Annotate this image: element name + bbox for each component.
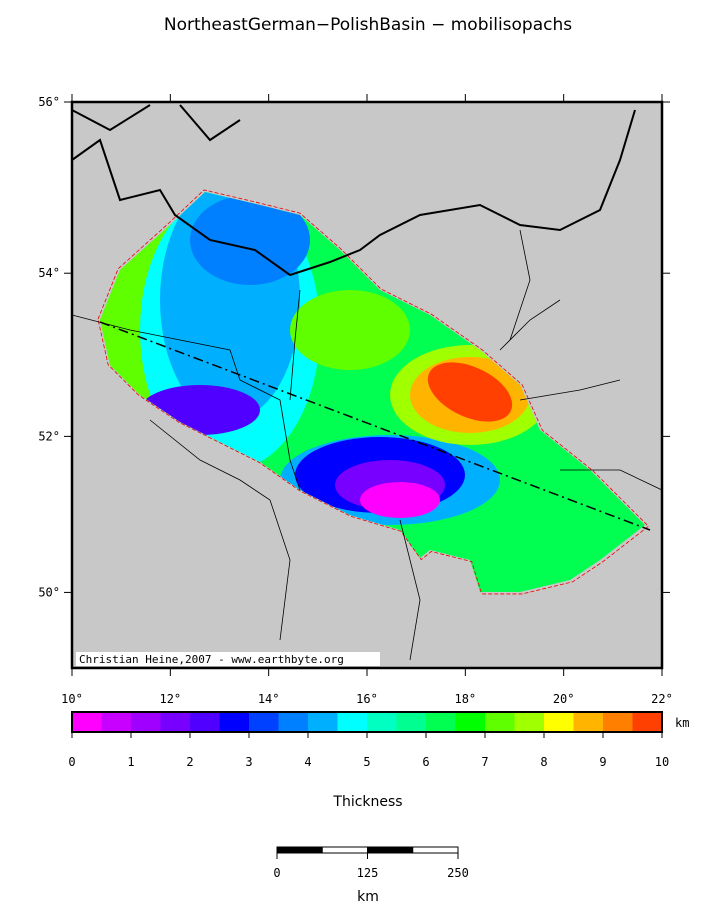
color-swatch <box>101 712 132 732</box>
x-tick-label: 16° <box>356 692 378 706</box>
color-swatch <box>160 712 191 732</box>
scalebar-segment <box>321 846 368 854</box>
x-tick-label: 20° <box>553 692 575 706</box>
map-frame: Christian Heine,2007 - www.earthbyte.org <box>70 100 664 670</box>
scalebar: 0 125 250 <box>273 846 469 880</box>
y-tick-label: 52° <box>38 429 60 443</box>
colorbar-tick-label: 0 <box>68 755 75 769</box>
y-tick-label: 50° <box>38 585 60 599</box>
colorbar-tick-label: 6 <box>422 755 429 769</box>
colorbar-tick-label: 10 <box>655 755 669 769</box>
colorbar-unit: km <box>675 716 689 730</box>
section-line <box>99 321 651 531</box>
color-swatch <box>544 712 574 732</box>
color-swatch <box>249 712 279 732</box>
color-swatch <box>219 712 250 732</box>
y-tick-label: 56° <box>38 95 60 109</box>
color-swatch <box>632 712 663 732</box>
colorbar-tick-label: 4 <box>304 755 311 769</box>
color-swatch <box>485 712 515 732</box>
credit-box <box>76 652 380 666</box>
color-swatch <box>367 712 397 732</box>
basin-outline <box>97 189 650 595</box>
credit: Christian Heine,2007 - www.earthbyte.org <box>79 653 344 666</box>
scalebar-unit: km <box>357 889 379 905</box>
colorbar-tick-label: 3 <box>245 755 252 769</box>
colorbar-tick-label: 7 <box>481 755 488 769</box>
color-swatch <box>190 712 220 732</box>
colorbar-tick-label: 1 <box>127 755 134 769</box>
borders <box>71 229 663 661</box>
color-swatch <box>337 712 368 732</box>
colorbar-tick-label: 9 <box>599 755 606 769</box>
color-swatch <box>278 712 309 732</box>
color-swatch <box>514 712 545 732</box>
colorbar-tick-label: 8 <box>540 755 547 769</box>
color-swatch <box>396 712 427 732</box>
color-swatch <box>426 712 456 732</box>
x-tick-label: 12° <box>159 692 181 706</box>
x-tick-label: 10° <box>61 692 83 706</box>
scalebar-tick-label: 250 <box>447 866 469 880</box>
scalebar-segment <box>367 846 414 854</box>
color-swatch <box>573 712 604 732</box>
color-swatch <box>455 712 486 732</box>
x-tick-label: 14° <box>258 692 280 706</box>
title: NortheastGerman−PolishBasin − mobilisopa… <box>164 15 572 35</box>
coastline <box>71 104 636 277</box>
scalebar-tick-label: 125 <box>357 866 379 880</box>
scalebar-tick-label: 0 <box>273 866 280 880</box>
x-tick-label: 22° <box>651 692 673 706</box>
scalebar-segment <box>276 846 323 854</box>
color-swatch <box>72 712 102 732</box>
scalebar-segment <box>412 846 459 854</box>
colorbar: 0 1 2 3 4 5 6 7 8 9 10 <box>68 711 669 769</box>
color-swatch <box>308 712 338 732</box>
colorbar-label: Thickness <box>332 794 402 810</box>
color-swatch <box>603 712 633 732</box>
color-swatch <box>131 712 161 732</box>
x-tick-label: 18° <box>454 692 476 706</box>
colorbar-tick-label: 5 <box>363 755 370 769</box>
y-tick-label: 54° <box>38 266 60 280</box>
axes: 10° 12° 14° 16° 18° 20° 22° 50° 52° 54° 56° <box>38 94 673 706</box>
colorbar-tick-label: 2 <box>186 755 193 769</box>
